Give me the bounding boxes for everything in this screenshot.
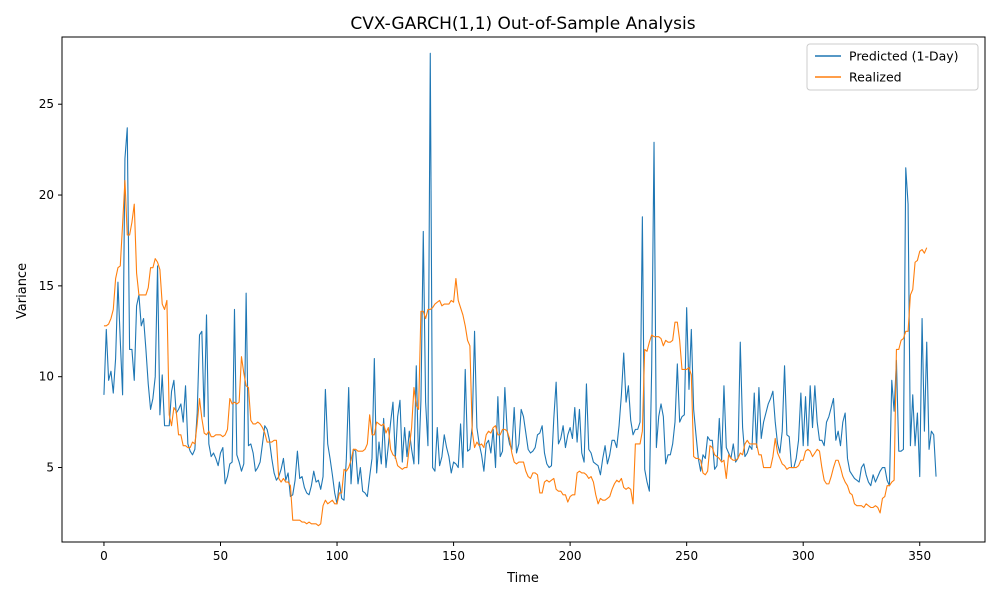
x-tick-label: 150 — [442, 549, 465, 563]
y-tick-label: 15 — [39, 279, 54, 293]
plot-frame — [61, 36, 986, 543]
y-tick-label: 25 — [39, 97, 54, 111]
y-tick-label: 10 — [39, 370, 54, 384]
series-line-predicted — [103, 52, 937, 505]
x-tick-label: 250 — [675, 549, 698, 563]
legend-frame — [806, 43, 979, 91]
plot-area — [103, 52, 937, 527]
x-tick-label: 50 — [213, 549, 228, 563]
y-axis-label: Variance — [15, 263, 30, 319]
x-tick-label: 0 — [100, 549, 108, 563]
series-line-realized — [103, 179, 928, 527]
y-tick-label: 20 — [39, 188, 54, 202]
x-tick-label: 350 — [908, 549, 931, 563]
x-axis-label: Time — [506, 571, 539, 586]
legend-label: Predicted (1-Day) — [849, 49, 959, 64]
legend-label: Realized — [849, 70, 902, 85]
x-tick-label: 200 — [559, 549, 582, 563]
y-tick-label: 5 — [46, 461, 54, 475]
chart-title: CVX-GARCH(1,1) Out-of-Sample Analysis — [350, 14, 695, 34]
x-tick-label: 300 — [792, 549, 815, 563]
legend: Predicted (1-Day) Realized — [806, 43, 979, 91]
x-tick-label: 100 — [326, 549, 349, 563]
